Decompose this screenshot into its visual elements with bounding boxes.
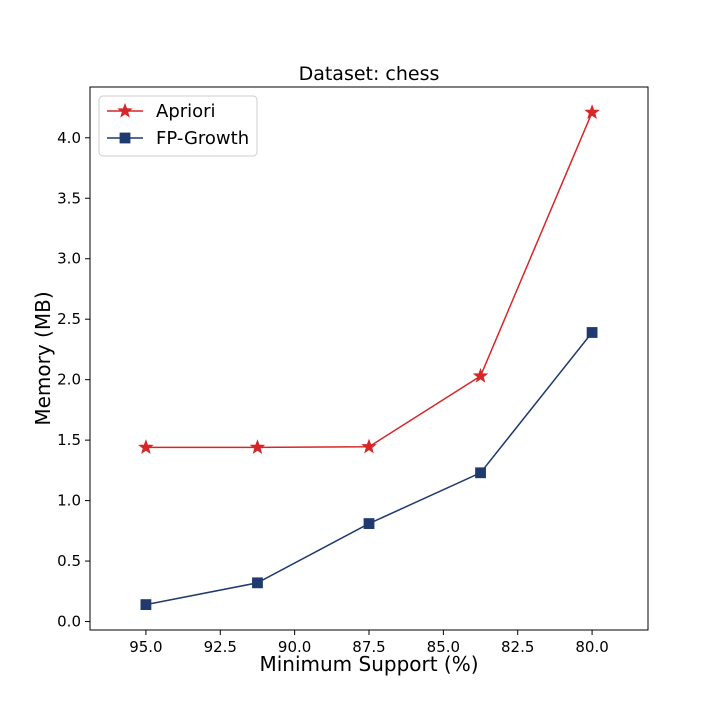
y-axis-label: Memory (MB): [31, 291, 55, 425]
y-tick-label: 3.5: [57, 189, 81, 207]
data-point: [472, 367, 489, 383]
data-point: [584, 104, 600, 119]
y-axis-ticks: 0.0 0.5 1.0 1.5 2.0 2.5 3.0 3.5 4.0: [57, 129, 90, 631]
data-point: [475, 467, 486, 479]
x-tick-label: 85.0: [427, 638, 460, 656]
legend-item: FP-Growth: [107, 128, 249, 149]
x-tick-label: 80.0: [575, 638, 608, 656]
legend-marker: [117, 102, 133, 118]
y-tick-label: 0.0: [57, 613, 81, 631]
y-tick-label: 2.5: [57, 310, 81, 328]
series-line: [145, 332, 593, 606]
series-layer: [138, 104, 600, 611]
data-point: [361, 438, 377, 454]
chart-title: Dataset: chess: [299, 63, 440, 85]
y-tick-label: 4.0: [57, 129, 81, 147]
series-fp-growth: [140, 327, 598, 611]
data-point: [363, 518, 375, 529]
legend: Apriori FP-Growth: [98, 95, 258, 157]
y-tick-label: 1.5: [57, 431, 81, 449]
y-tick-label: 3.0: [57, 250, 81, 268]
series-apriori: [138, 104, 600, 454]
y-tick-label: 1.0: [57, 492, 81, 510]
legend-label: Apriori: [156, 101, 216, 122]
legend-marker: [119, 132, 131, 144]
data-point: [249, 439, 266, 454]
series-line: [145, 112, 593, 449]
x-tick-label: 92.5: [204, 638, 237, 656]
x-axis-ticks: 95.0 92.5 90.0 87.5 85.0 82.5 80.0: [129, 630, 609, 656]
y-tick-label: 2.0: [57, 371, 81, 389]
y-tick-label: 0.5: [57, 552, 81, 570]
data-point: [140, 599, 152, 611]
x-tick-label: 95.0: [129, 638, 162, 656]
x-tick-label: 82.5: [501, 638, 534, 656]
legend-item: Apriori: [107, 101, 216, 122]
x-tick-label: 87.5: [352, 638, 385, 656]
legend-label: FP-Growth: [156, 128, 249, 149]
plot-frame: [89, 86, 649, 631]
data-point: [252, 577, 263, 589]
data-point: [586, 327, 598, 338]
data-point: [138, 439, 154, 454]
x-tick-label: 90.0: [278, 638, 311, 656]
x-axis-label: Minimum Support (%): [259, 652, 478, 676]
